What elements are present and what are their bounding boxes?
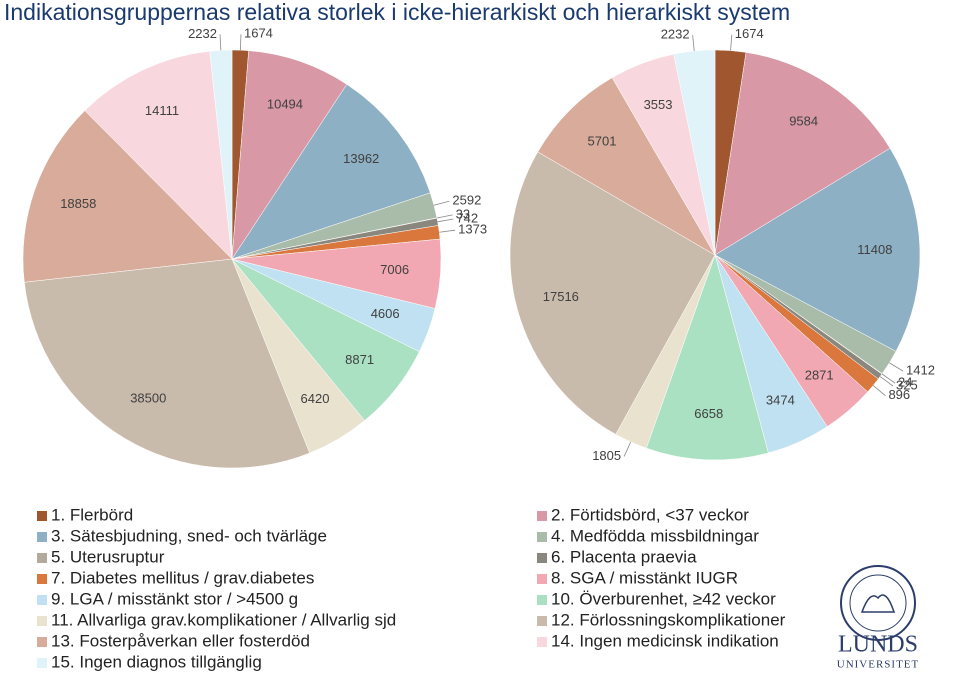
logo-name: LUNDS bbox=[838, 632, 918, 658]
legend-swatch bbox=[537, 637, 547, 647]
pie-slice bbox=[714, 52, 891, 256]
leader-line bbox=[436, 214, 453, 219]
seal-ring bbox=[840, 565, 916, 641]
legend-swatch bbox=[37, 595, 47, 605]
legend-label: 12. Förlossningskomplikationer bbox=[551, 610, 786, 629]
legend-swatch bbox=[37, 637, 47, 647]
data-label: 3553 bbox=[644, 97, 673, 112]
legend-label: 4. Medfödda missbildningar bbox=[551, 526, 759, 545]
data-label: 13962 bbox=[343, 151, 379, 166]
legend-label: 11. Allvarliga grav.komplikationer / All… bbox=[51, 610, 396, 629]
data-label: 24 bbox=[898, 375, 912, 390]
data-label: 4606 bbox=[371, 306, 400, 321]
pie-slice bbox=[24, 258, 310, 469]
data-label: 1373 bbox=[458, 222, 487, 237]
legend-label: 6. Placenta praevia bbox=[551, 547, 697, 566]
data-label: 896 bbox=[888, 387, 910, 402]
pie-slice bbox=[84, 50, 233, 260]
data-label: 33 bbox=[456, 206, 470, 221]
data-label: 742 bbox=[456, 210, 478, 225]
leader-line bbox=[219, 34, 222, 51]
legend-swatch bbox=[37, 574, 47, 584]
seal-inner bbox=[849, 574, 907, 632]
legend-swatch bbox=[537, 616, 547, 626]
data-label: 1674 bbox=[244, 26, 273, 41]
legend-label: 10. Överburenhet, ≥42 veckor bbox=[551, 589, 776, 608]
data-label: 18858 bbox=[60, 196, 96, 211]
legend-swatch bbox=[37, 616, 47, 626]
legend-swatch bbox=[537, 595, 547, 605]
data-label: 2592 bbox=[452, 193, 481, 208]
data-label: 6420 bbox=[301, 391, 330, 406]
legend-label: 1. Flerbörd bbox=[51, 505, 133, 524]
legend-label: 3. Sätesbjudning, sned- och tvärläge bbox=[51, 526, 327, 545]
legend-swatch bbox=[537, 532, 547, 542]
data-label: 9584 bbox=[789, 113, 818, 128]
data-label: 6658 bbox=[694, 406, 723, 421]
seal-figure bbox=[860, 594, 896, 613]
leader-line bbox=[439, 229, 456, 233]
pie-slice bbox=[537, 77, 716, 256]
pie-slice bbox=[645, 254, 769, 461]
leader-line bbox=[872, 385, 886, 396]
legend-swatch bbox=[37, 553, 47, 563]
legend-label: 15. Ingen diagnos tillgänglig bbox=[51, 652, 262, 671]
legend-swatch bbox=[37, 658, 47, 668]
pie-slice bbox=[209, 49, 233, 260]
leader-line bbox=[889, 362, 904, 372]
legend-swatch bbox=[37, 532, 47, 542]
data-label: 5701 bbox=[588, 133, 617, 148]
data-label: 8871 bbox=[345, 352, 374, 367]
leader-line bbox=[437, 218, 454, 223]
leader-line bbox=[623, 441, 632, 457]
data-label: 17516 bbox=[543, 289, 579, 304]
pie-slice bbox=[509, 151, 716, 435]
legend-label: 7. Diabetes mellitus / grav.diabetes bbox=[51, 568, 314, 587]
legend-swatch bbox=[37, 511, 47, 521]
logo bbox=[840, 565, 916, 641]
legend-label: 13. Fosterpåverkan eller fosterdöd bbox=[51, 631, 310, 650]
leader-line bbox=[881, 373, 896, 384]
data-label: 2232 bbox=[661, 27, 690, 42]
legend-label: 9. LGA / misstänkt stor / >4500 g bbox=[51, 589, 298, 608]
leader-line bbox=[692, 35, 695, 52]
legend-label: 5. Uterusruptur bbox=[51, 547, 165, 566]
pie-slice bbox=[231, 84, 431, 260]
legend-swatch bbox=[537, 553, 547, 563]
leader-line bbox=[730, 34, 733, 51]
data-label: 11408 bbox=[857, 242, 892, 257]
pie-slice bbox=[714, 147, 921, 352]
legend-label: 8. SGA / misstänkt IUGR bbox=[551, 568, 738, 587]
chart-title: Indikationsgruppernas relativa storlek i… bbox=[4, 0, 790, 25]
data-label: 14111 bbox=[145, 103, 179, 118]
legend-swatch bbox=[537, 574, 547, 584]
data-label: 1674 bbox=[735, 26, 764, 41]
data-label: 3474 bbox=[766, 392, 795, 407]
data-label: 325 bbox=[896, 377, 918, 392]
legend-label: 2. Förtidsbörd, <37 veckor bbox=[551, 505, 749, 524]
legend-label: 14. Ingen medicinsk indikation bbox=[551, 631, 779, 650]
logo-subname: UNIVERSITET bbox=[837, 659, 920, 671]
data-label: 2871 bbox=[805, 368, 834, 383]
data-label: 38500 bbox=[130, 390, 166, 405]
leader-line bbox=[879, 376, 894, 387]
data-label: 1412 bbox=[906, 363, 935, 378]
data-label: 7006 bbox=[380, 262, 409, 277]
pie-slice bbox=[22, 110, 233, 283]
leader-line bbox=[433, 200, 450, 206]
leader-line bbox=[239, 34, 242, 51]
data-label: 1805 bbox=[592, 448, 621, 463]
pie-slice bbox=[231, 50, 348, 260]
data-label: 10494 bbox=[267, 96, 303, 111]
legend-swatch bbox=[537, 511, 547, 521]
data-label: 2232 bbox=[188, 26, 217, 41]
